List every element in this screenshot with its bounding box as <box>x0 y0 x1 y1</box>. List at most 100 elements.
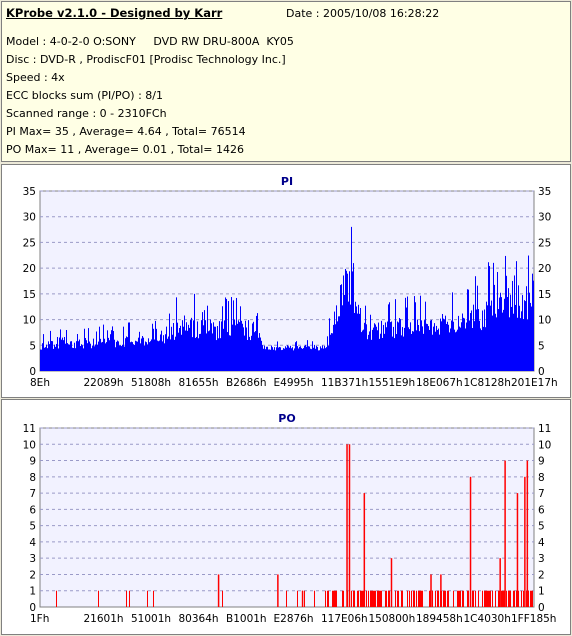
pi-bar <box>429 329 430 371</box>
pi-bar <box>330 334 331 371</box>
po-xtick: 1C4030h <box>464 613 511 625</box>
pi-bar <box>200 333 201 371</box>
pi-bar <box>351 226 352 371</box>
pi-bar <box>470 313 471 371</box>
pi-bar <box>368 334 369 371</box>
po-bar <box>460 590 461 607</box>
pi-bar <box>99 326 100 371</box>
po-xtick: 1Fh <box>30 613 49 625</box>
pi-bar <box>293 350 294 371</box>
pi-bar <box>217 326 218 371</box>
po-bar <box>437 590 438 607</box>
pi-series <box>40 226 534 371</box>
pi-bar <box>529 292 530 371</box>
pi-bar <box>341 284 342 371</box>
pi-bar <box>477 285 478 371</box>
po-ytick-right: 1 <box>538 586 545 598</box>
pi-bar <box>219 321 220 371</box>
pi-bar <box>207 305 208 371</box>
po-bar <box>445 590 446 607</box>
pi-bar <box>512 280 513 371</box>
pi-bar <box>298 348 299 371</box>
pi-bar <box>487 305 488 371</box>
pi-bar <box>478 309 479 371</box>
po-bar <box>418 590 419 607</box>
pi-bar <box>120 345 121 371</box>
po-bar <box>325 590 326 607</box>
pi-bar <box>132 342 133 371</box>
po-bar <box>487 590 488 607</box>
pi-ytick-right: 0 <box>538 366 545 378</box>
po-ytick-left: 3 <box>29 553 36 565</box>
pi-bar <box>47 348 48 371</box>
pi-ytick-right: 35 <box>538 186 551 198</box>
pi-bar <box>417 319 418 371</box>
po-bar <box>397 590 398 607</box>
pi-ytick-left: 25 <box>23 237 36 249</box>
po-bar <box>129 590 130 607</box>
pi-bar <box>187 330 188 371</box>
pi-bar <box>63 340 64 371</box>
pi-bar <box>66 329 67 371</box>
pi-bar <box>423 333 424 371</box>
pi-bar <box>288 346 289 371</box>
po-bar <box>297 590 298 607</box>
pi-bar <box>193 320 194 371</box>
pi-bar <box>364 322 365 371</box>
pi-bar <box>325 348 326 371</box>
pi-bar <box>201 320 202 371</box>
po-bar <box>492 590 493 607</box>
pi-bar <box>306 346 307 371</box>
pi-bar <box>106 342 107 371</box>
po-bar <box>98 590 99 607</box>
po-bar <box>459 590 460 607</box>
pi-bar <box>395 299 396 371</box>
po-ytick-right: 2 <box>538 569 545 581</box>
pi-bar <box>192 337 193 371</box>
pi-bar <box>442 313 443 371</box>
pi-bar <box>109 340 110 371</box>
po-spike <box>499 558 501 607</box>
pi-bar <box>117 340 118 371</box>
pi-bar <box>257 313 258 371</box>
pi-bar <box>189 327 190 371</box>
pi-bar <box>301 348 302 371</box>
pi-bar <box>515 304 516 371</box>
pi-bar <box>412 331 413 371</box>
po-bar <box>432 590 433 607</box>
pi-bar <box>319 350 320 371</box>
pi-bar <box>157 340 158 371</box>
pi-bar <box>172 334 173 371</box>
po-ytick-right: 4 <box>538 537 545 549</box>
pi-bar <box>317 346 318 371</box>
pi-bar <box>289 347 290 371</box>
pi-bar <box>471 310 472 371</box>
pi-bar <box>287 345 288 371</box>
speed-line: Speed : 4x <box>6 71 65 84</box>
pi-ytick-right: 25 <box>538 237 551 249</box>
po-bar <box>363 590 364 607</box>
pi-bar <box>145 341 146 371</box>
pi-bar <box>421 320 422 371</box>
pi-bar <box>176 297 177 371</box>
po-xtick: 80364h <box>179 613 219 625</box>
po-bar <box>407 590 408 607</box>
po-bar <box>389 590 390 607</box>
pi-bar <box>461 322 462 371</box>
pi-bar <box>283 348 284 371</box>
pi-bar <box>213 322 214 371</box>
pi-bar <box>128 322 129 371</box>
pi-ytick-left: 10 <box>23 315 36 327</box>
pi-bar <box>292 347 293 371</box>
po-xtick: E2876h <box>274 613 314 625</box>
pi-bar <box>449 332 450 371</box>
pi-bar <box>339 316 340 371</box>
pi-bar <box>348 301 349 371</box>
pi-bar <box>79 339 80 371</box>
po-plot-area <box>39 427 535 608</box>
pi-bar <box>55 346 56 371</box>
pi-bar <box>362 330 363 371</box>
po-ytick-right: 3 <box>538 553 545 565</box>
pi-bar <box>422 326 423 371</box>
po-bar <box>485 590 486 607</box>
